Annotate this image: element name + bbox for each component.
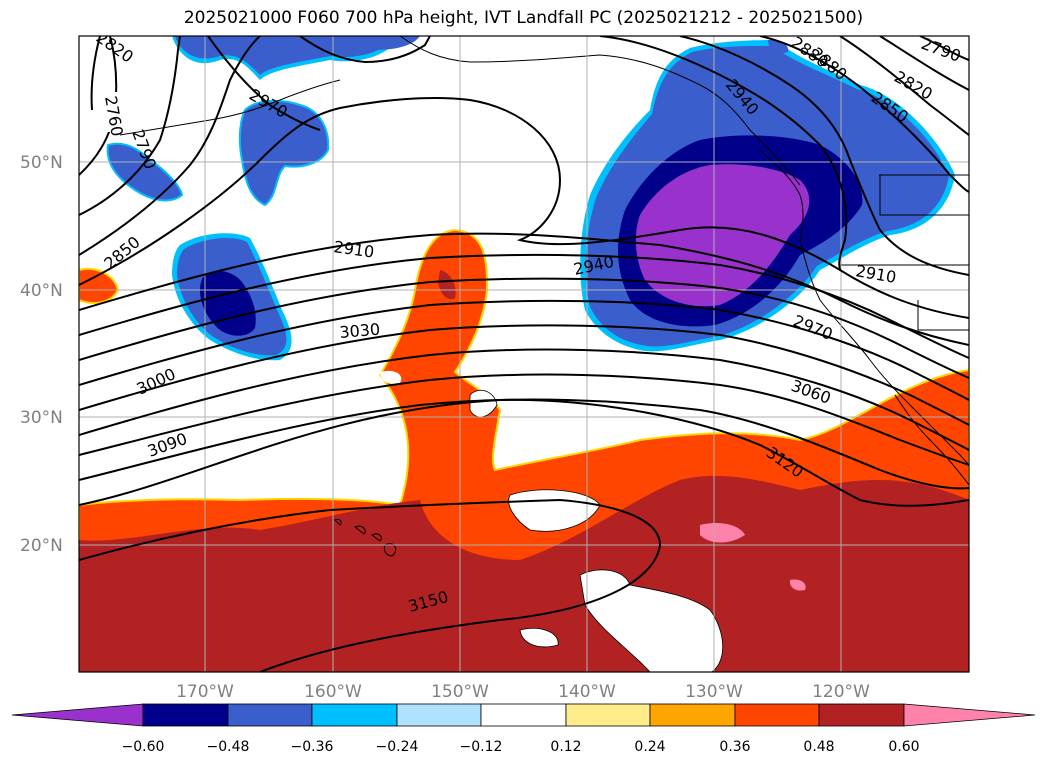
cbar-tick-10: 0.60 [888, 739, 919, 755]
baja-coast [894, 394, 969, 486]
hawaii-2 [354, 525, 366, 535]
cbar-tick-9: 0.48 [803, 739, 834, 755]
pc-band-0.60 [700, 523, 745, 543]
map-panel: 2760 2790 2820 2850 2880 2910 2940 2970 … [79, 36, 969, 672]
cbar-tick-8: 0.36 [719, 739, 750, 755]
colorbar-segment-1 [142, 703, 229, 727]
neg-nw-0.36 [175, 36, 395, 75]
cbar-tick-5: −0.12 [460, 739, 503, 755]
lat-tick-50N: 50°N [20, 153, 63, 173]
lat-tick-40N: 40°N [20, 281, 63, 301]
colorbar-segment-2 [227, 703, 313, 727]
cbar-tick-4: −0.24 [376, 739, 419, 755]
neg-nw-0.36-b [238, 99, 330, 207]
coastlines [119, 36, 969, 557]
pc-band-0.60-b [789, 579, 806, 591]
lat-axis: 50°N 40°N 30°N 20°N [20, 153, 63, 556]
pc-band-0.48-b [79, 560, 150, 660]
colorbar-ticks: −0.60 −0.48 −0.36 −0.24 −0.12 0.12 0.24 … [122, 739, 920, 755]
colorbar-segment-7 [649, 703, 736, 727]
neg-band-0.60 [635, 164, 810, 307]
neutral-hole-2 [579, 569, 724, 672]
hawaii-1 [334, 519, 342, 526]
cbar-tick-7: 0.24 [634, 739, 665, 755]
lon-tick-160W: 160°W [304, 682, 362, 702]
colorbar-segment-8 [734, 703, 820, 727]
lon-tick-170W: 170°W [176, 682, 234, 702]
colorbar-extend-low [11, 703, 144, 727]
cbar-tick-3: −0.36 [291, 739, 334, 755]
map-frame [78, 35, 970, 673]
lon-tick-140W: 140°W [558, 682, 616, 702]
negative-pc-field [106, 36, 955, 361]
state-border-1 [879, 175, 969, 216]
cbar-tick-1: −0.60 [122, 739, 165, 755]
us-west-coast [799, 239, 969, 466]
colorbar-extend-high [903, 703, 1036, 727]
colorbar-segment-5 [480, 703, 567, 727]
colorbar-segment-6 [565, 703, 651, 727]
map-title: 2025021000 F060 700 hPa height, IVT Land… [183, 8, 864, 28]
pc-band-0.48 [79, 475, 969, 672]
neutral-hole-4 [380, 370, 402, 384]
state-border-3 [917, 300, 969, 331]
lon-axis: 170°W 160°W 150°W 140°W 130°W 120°W [176, 682, 870, 702]
colorbar-segment-3 [311, 703, 398, 727]
lat-tick-30N: 30°N [20, 408, 63, 428]
lon-tick-150W: 150°W [431, 682, 489, 702]
contour-labels: 2760 2790 2820 2850 2880 2910 2940 2970 … [93, 36, 964, 616]
alaska-coast [399, 36, 801, 186]
neutral-hole-3 [469, 389, 498, 418]
neg-mid-0.48 [200, 270, 256, 336]
hawaii-3 [371, 533, 382, 542]
aleutian-chain [119, 79, 341, 136]
lon-tick-120W: 120°W [812, 682, 870, 702]
cbar-tick-2: −0.48 [207, 739, 250, 755]
pc-band-0.48-c [438, 270, 456, 300]
colorbar-segment-9 [818, 703, 905, 727]
neutral-hole-5 [519, 628, 559, 648]
height-contours [79, 36, 969, 672]
neg-nw-0.36-d [335, 36, 420, 50]
cbar-tick-6: 0.12 [550, 739, 581, 755]
colorbar [11, 703, 1036, 727]
lon-tick-130W: 130°W [685, 682, 743, 702]
contour-label-3030: 3030 [339, 320, 381, 342]
lat-tick-20N: 20°N [20, 536, 63, 556]
hawaii-4 [383, 543, 397, 557]
neg-nw-0.36-c [106, 142, 184, 202]
positive-pc-field [79, 228, 969, 672]
colorbar-segment-4 [396, 703, 482, 727]
